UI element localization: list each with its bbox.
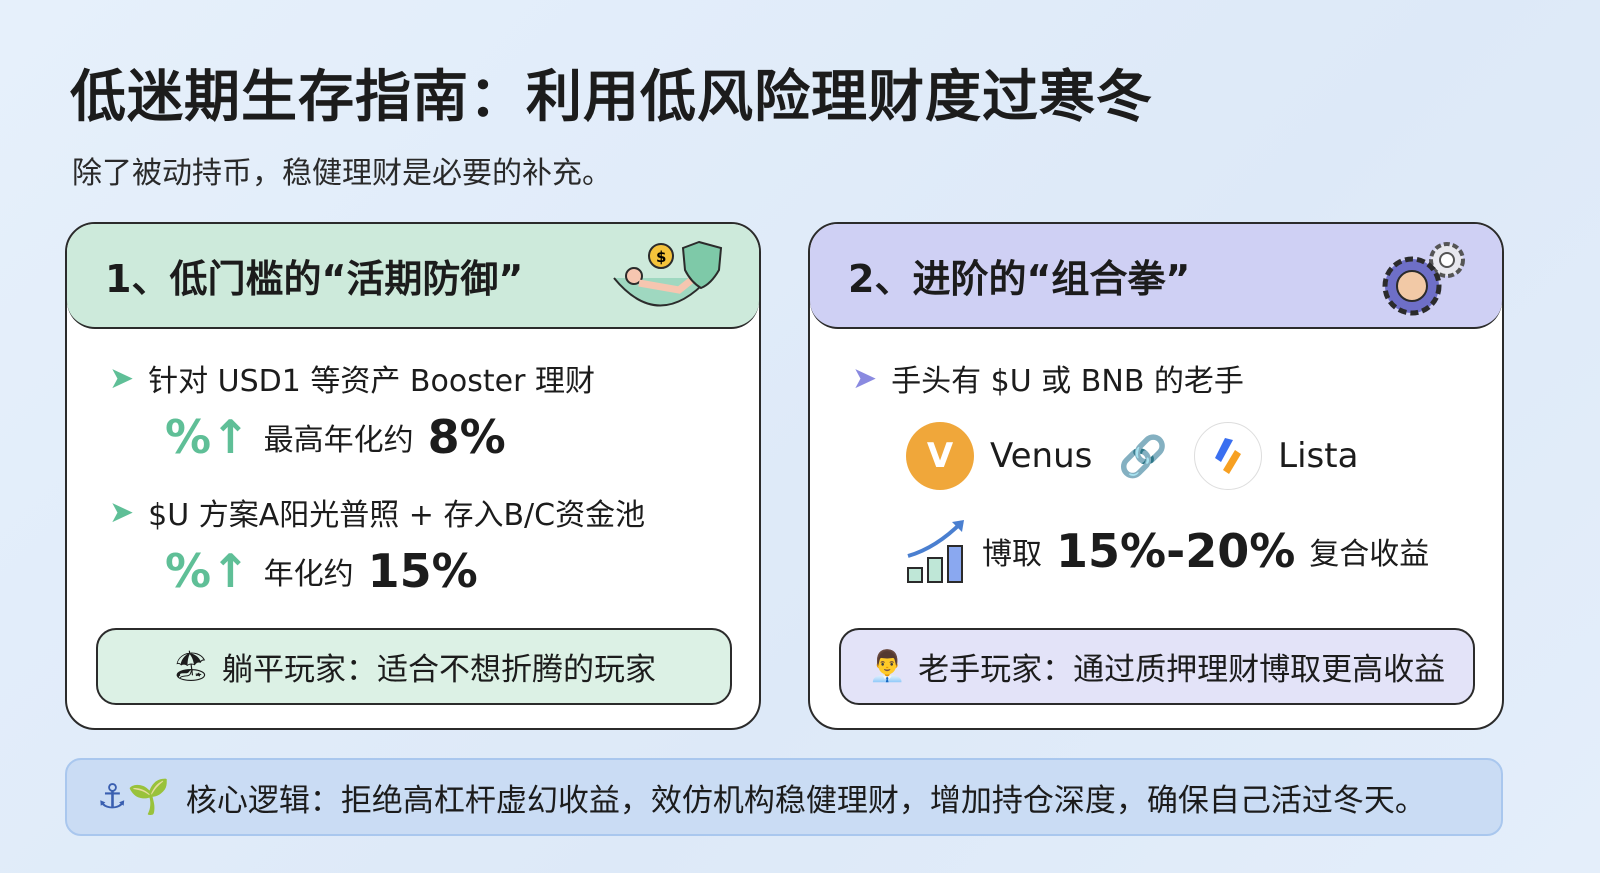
arrow-bullet-icon: ➤ [109,494,135,530]
rate-item: %↑ 年化约 15% [165,544,478,598]
svg-text:$: $ [656,248,666,266]
chain-link-icon: 🔗 [1118,433,1169,480]
card-combo: 2、进阶的“组合拳” ➤ 手头有 $U 或 BNB 的老手 V Venus 🔗 L… [808,222,1504,730]
bullet-item: ➤ 针对 USD1 等资产 Booster 理财 [109,360,595,400]
yield-row: 博取 15%-20% 复合收益 [906,518,1429,584]
lounging-person-icon: 🏖 [171,649,211,684]
protocol-row: V Venus 🔗 Lista [906,422,1358,490]
expert-user-icon: 👨‍💼 [868,649,907,684]
card-header: 2、进阶的“组合拳” [810,224,1502,329]
hammock-shield-icon: $ [613,240,723,307]
percent-up-icon: %↑ [165,410,250,464]
growth-chart-icon [907,520,964,583]
page-title: 低迷期生存指南：利用低风险理财度过寒冬 [70,65,1153,130]
card-title: 1、低门槛的“活期防御” [105,257,524,301]
venus-logo-icon: V [906,422,974,490]
lista-logo-icon [1194,422,1263,490]
bullet-item: ➤ 手头有 $U 或 BNB 的老手 [852,360,1244,400]
page-subtitle: 除了被动持币，稳健理财是必要的补充。 [72,156,612,191]
anchor-sprout-icon: ⚓🌱 [97,777,170,817]
card-low-threshold: 1、低门槛的“活期防御” $ ➤ 针对 USD1 等资产 Booster 理财 %… [65,222,761,730]
card-header: 1、低门槛的“活期防御” $ [67,224,759,329]
core-logic-bar: ⚓🌱 核心逻辑：拒绝高杠杆虚幻收益，效仿机构稳健理财，增加持仓深度，确保自己活过… [65,758,1503,836]
rate-item: %↑ 最高年化约 8% [165,410,506,464]
tip-box: 🏖 躺平玩家：适合不想折腾的玩家 [96,628,732,705]
arrow-bullet-icon: ➤ [852,360,878,396]
percent-up-icon: %↑ [165,544,250,598]
gear-fist-icon [1382,242,1465,316]
card-title: 2、进阶的“组合拳” [848,257,1191,301]
arrow-bullet-icon: ➤ [109,360,135,396]
tip-box: 👨‍💼 老手玩家：通过质押理财博取更高收益 [839,628,1475,705]
bullet-item: ➤ $U 方案A阳光普照 + 存入B/C资金池 [109,494,646,534]
